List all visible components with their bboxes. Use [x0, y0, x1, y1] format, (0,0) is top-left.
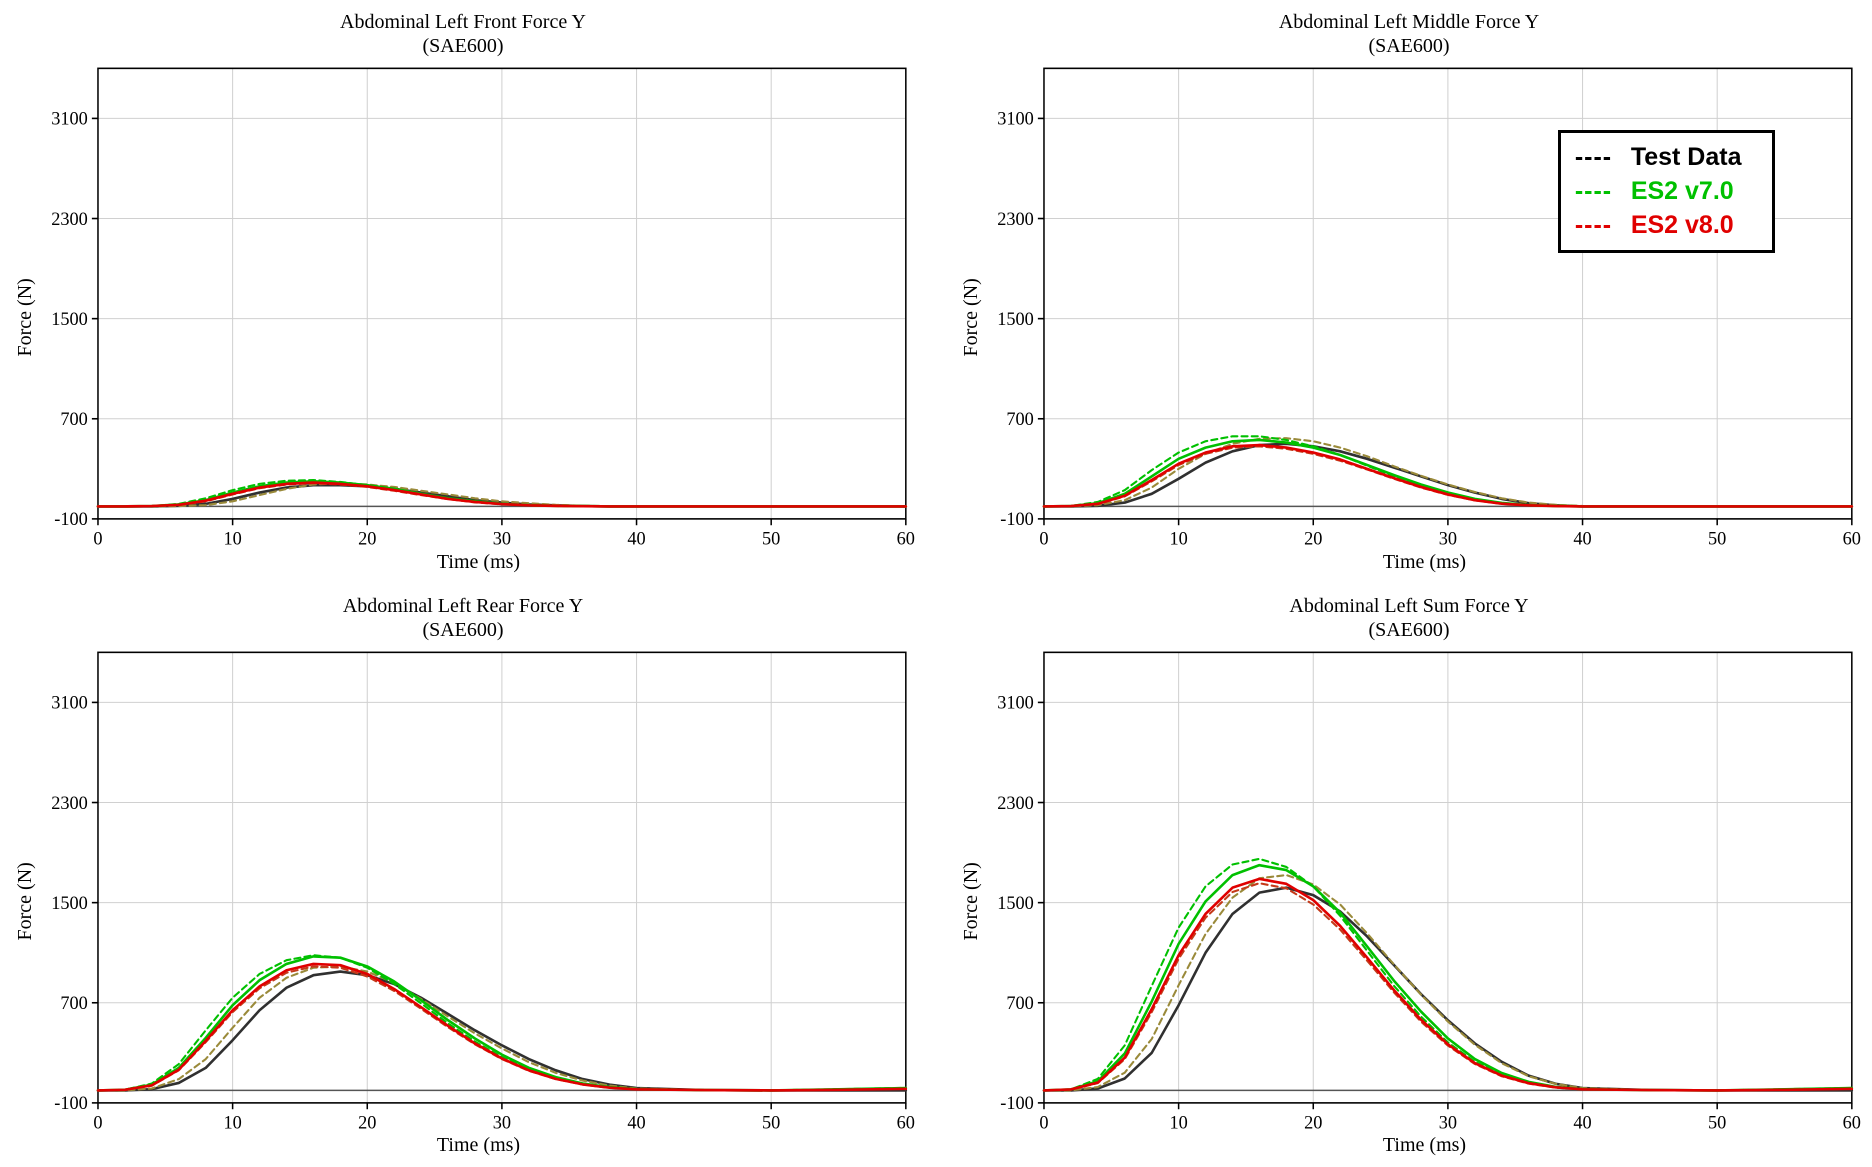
svg-text:10: 10 [223, 528, 241, 549]
chart-title: Abdominal Left Middle Force Y(SAE600) [956, 10, 1862, 58]
chart-title: Abdominal Left Front Force Y(SAE600) [10, 10, 916, 58]
svg-text:10: 10 [1169, 528, 1187, 549]
svg-text:0: 0 [93, 528, 102, 549]
chart-title-line2: (SAE600) [956, 34, 1862, 58]
svg-text:700: 700 [1006, 409, 1033, 430]
svg-text:0: 0 [1039, 1111, 1048, 1132]
svg-text:3100: 3100 [51, 692, 88, 713]
plot-area: 0 10 20 30 40 50 60 -100 700 1500 2300 3100 ---- Test… [987, 62, 1862, 549]
legend: ---- Test Data ---- ES2 v7.0 ---- ES2 v8.0 [1558, 130, 1775, 253]
legend-label: ES2 v7.0 [1631, 175, 1734, 209]
svg-text:20: 20 [358, 528, 376, 549]
svg-text:3100: 3100 [997, 692, 1034, 713]
svg-text:700: 700 [60, 409, 87, 430]
chart-title: Abdominal Left Rear Force Y(SAE600) [10, 594, 916, 642]
svg-text:0: 0 [1039, 528, 1048, 549]
svg-text:2300: 2300 [51, 209, 88, 230]
svg-text:60: 60 [1843, 528, 1861, 549]
svg-text:40: 40 [627, 1111, 645, 1132]
chart-title-line1: Abdominal Left Front Force Y [10, 10, 916, 34]
svg-text:-100: -100 [1000, 1092, 1034, 1113]
svg-text:40: 40 [1573, 528, 1591, 549]
svg-text:20: 20 [1304, 1111, 1322, 1132]
legend-swatch: ---- [1575, 175, 1621, 209]
svg-text:20: 20 [358, 1111, 376, 1132]
chart-panel: Abdominal Left Middle Force Y(SAE600) For… [956, 10, 1862, 574]
x-axis-label: Time (ms) [41, 1134, 916, 1157]
legend-swatch: ---- [1575, 141, 1621, 175]
svg-text:50: 50 [1708, 528, 1726, 549]
svg-text:-100: -100 [54, 1092, 88, 1113]
chart-grid: Abdominal Left Front Force Y(SAE600)Forc… [10, 10, 1862, 1157]
svg-text:20: 20 [1304, 528, 1322, 549]
svg-text:2300: 2300 [997, 792, 1034, 813]
svg-text:700: 700 [60, 992, 87, 1013]
x-axis-label: Time (ms) [987, 1134, 1862, 1157]
chart-panel: Abdominal Left Front Force Y(SAE600) Forc… [10, 10, 916, 574]
svg-text:3100: 3100 [997, 108, 1034, 129]
legend-item: ---- ES2 v7.0 [1575, 175, 1742, 209]
svg-text:3100: 3100 [51, 108, 88, 129]
y-axis-label: Force (N) [10, 646, 41, 1158]
svg-text:50: 50 [762, 528, 780, 549]
svg-text:60: 60 [1843, 1111, 1861, 1132]
chart-title-line2: (SAE600) [10, 618, 916, 642]
chart-title-line2: (SAE600) [956, 618, 1862, 642]
x-axis-label: Time (ms) [41, 551, 916, 574]
svg-text:50: 50 [1708, 1111, 1726, 1132]
y-axis-label: Force (N) [956, 646, 987, 1158]
chart-title-line1: Abdominal Left Sum Force Y [956, 594, 1862, 618]
svg-text:-100: -100 [54, 509, 88, 530]
chart-panel: Abdominal Left Sum Force Y(SAE600) Force … [956, 594, 1862, 1158]
y-axis-label: Force (N) [10, 62, 41, 574]
chart-panel: Abdominal Left Rear Force Y(SAE600) Force… [10, 594, 916, 1158]
svg-text:700: 700 [1006, 992, 1033, 1013]
svg-text:1500: 1500 [51, 309, 88, 330]
plot-area: 0 10 20 30 40 50 60 -100 700 1500 2300 3100 [41, 646, 916, 1133]
svg-text:2300: 2300 [51, 792, 88, 813]
svg-text:2300: 2300 [997, 209, 1034, 230]
svg-text:30: 30 [493, 528, 511, 549]
svg-text:60: 60 [897, 1111, 915, 1132]
legend-label: ES2 v8.0 [1631, 209, 1734, 243]
legend-label: Test Data [1631, 141, 1742, 175]
x-axis-label: Time (ms) [987, 551, 1862, 574]
chart-title-line1: Abdominal Left Middle Force Y [956, 10, 1862, 34]
plot-area: 0 10 20 30 40 50 60 -100 700 1500 2300 3100 [41, 62, 916, 549]
svg-text:1500: 1500 [51, 892, 88, 913]
svg-text:0: 0 [93, 1111, 102, 1132]
svg-text:40: 40 [1573, 1111, 1591, 1132]
chart-title: Abdominal Left Sum Force Y(SAE600) [956, 594, 1862, 642]
svg-text:30: 30 [1439, 1111, 1457, 1132]
svg-text:-100: -100 [1000, 509, 1034, 530]
chart-title-line2: (SAE600) [10, 34, 916, 58]
svg-text:10: 10 [1169, 1111, 1187, 1132]
svg-text:60: 60 [897, 528, 915, 549]
svg-text:50: 50 [762, 1111, 780, 1132]
plot-area: 0 10 20 30 40 50 60 -100 700 1500 2300 3100 [987, 646, 1862, 1133]
svg-text:40: 40 [627, 528, 645, 549]
svg-text:30: 30 [493, 1111, 511, 1132]
legend-item: ---- Test Data [1575, 141, 1742, 175]
svg-text:1500: 1500 [997, 309, 1034, 330]
legend-swatch: ---- [1575, 209, 1621, 243]
chart-title-line1: Abdominal Left Rear Force Y [10, 594, 916, 618]
legend-item: ---- ES2 v8.0 [1575, 209, 1742, 243]
y-axis-label: Force (N) [956, 62, 987, 574]
svg-text:30: 30 [1439, 528, 1457, 549]
svg-text:10: 10 [223, 1111, 241, 1132]
svg-text:1500: 1500 [997, 892, 1034, 913]
